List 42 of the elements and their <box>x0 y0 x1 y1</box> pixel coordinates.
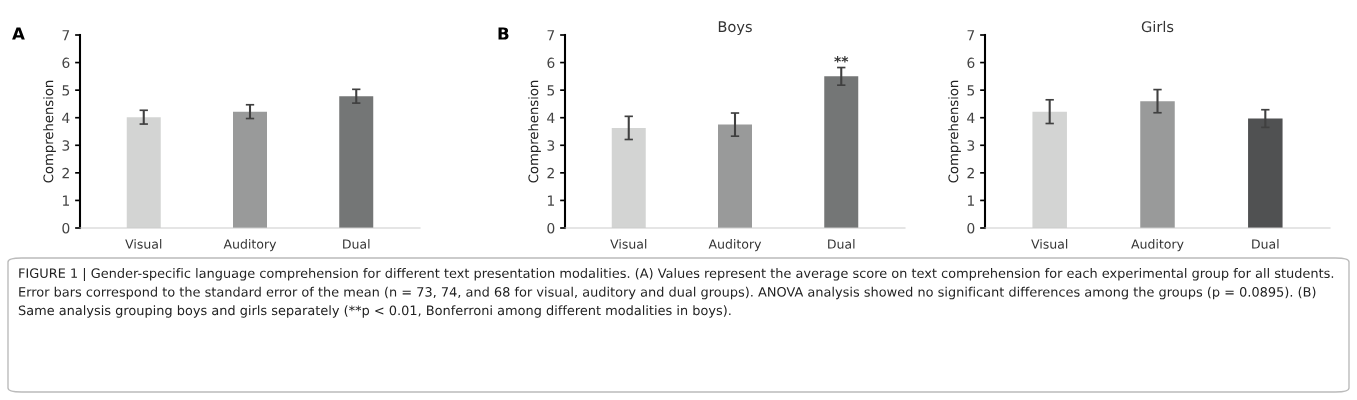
y-tick-label: 2 <box>547 167 554 179</box>
x-tick-label: Auditory <box>1131 239 1184 252</box>
x-tick-label: Visual <box>1031 239 1068 249</box>
y-tick-label: 1 <box>62 195 69 206</box>
chart-title: Girls <box>1141 20 1174 33</box>
x-tick-label: Visual <box>610 239 647 249</box>
y-tick-label: 0 <box>967 222 975 234</box>
y-tick-label: 3 <box>62 140 70 151</box>
y-tick-label: 3 <box>967 140 975 151</box>
annotation: ** <box>834 56 849 63</box>
y-axis-title: Comprehension <box>43 80 56 183</box>
y-tick-label: 2 <box>967 167 974 179</box>
y-axis-title: Comprehension <box>528 80 541 183</box>
text: A <box>12 27 25 40</box>
y-tick-label: 2 <box>62 167 69 179</box>
x-tick-label: Auditory <box>223 239 277 252</box>
y-tick-label: 6 <box>967 57 975 69</box>
x-tick-label: Dual <box>343 239 370 249</box>
y-tick-label: 5 <box>547 85 555 96</box>
text: B <box>498 27 509 40</box>
y-tick-label: 4 <box>547 112 555 123</box>
y-tick-label: 6 <box>547 57 555 69</box>
y-tick-label: 5 <box>967 85 975 96</box>
y-tick-label: 7 <box>62 30 70 41</box>
y-tick-label: 3 <box>547 140 555 151</box>
y-tick-label: 0 <box>62 222 70 234</box>
y-tick-label: 4 <box>62 112 70 123</box>
y-tick-label: 7 <box>547 30 555 41</box>
y-tick-label: 5 <box>62 85 70 96</box>
y-tick-label: 0 <box>547 222 555 234</box>
y-tick-label: 4 <box>967 112 975 123</box>
x-tick-label: Dual <box>828 239 855 249</box>
y-axis-title: Comprehension <box>948 80 961 183</box>
chart-title: Boys <box>718 21 752 35</box>
y-tick-label: 1 <box>967 195 974 206</box>
x-tick-label: Visual <box>125 239 162 249</box>
y-tick-label: 7 <box>967 30 975 41</box>
x-tick-label: Auditory <box>708 239 762 252</box>
caption: FIGURE 1 | Gender-specific language comprehension for different text presentation modalities. (A) Values represent the average score on text comprehension for each experimental group for all students. Error bars correspond to the standard error of the mean (n = 73, 74, and 68 for visual, auditory and dual groups). ANOVA analysis showed no significant differences among the groups (p = 0.0895). (B) Same analysis grouping boys and girls separately (**p < 0.01, Bonferroni among different modalities in boys). <box>18 268 1334 318</box>
y-tick-label: 6 <box>62 57 70 69</box>
y-tick-label: 1 <box>547 195 554 206</box>
x-tick-label: Dual <box>1252 239 1279 249</box>
